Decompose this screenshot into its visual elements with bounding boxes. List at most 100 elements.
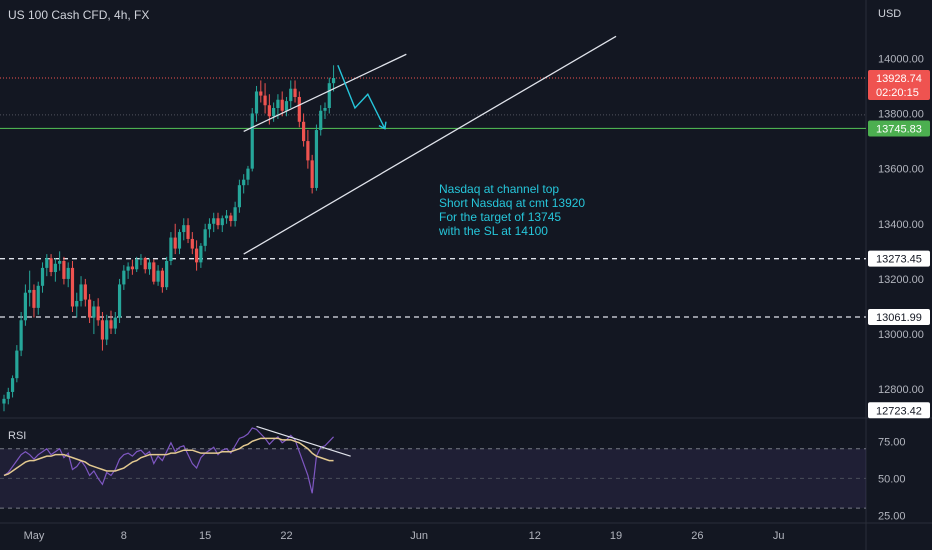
- candle: [96, 306, 100, 321]
- x-tick-label: 22: [280, 530, 292, 542]
- candle: [113, 317, 117, 329]
- x-tick-label: 8: [121, 530, 127, 542]
- candle: [135, 259, 139, 270]
- candle: [2, 398, 6, 404]
- x-tick-label: 26: [691, 530, 703, 542]
- annotation-line: For the target of 13745: [439, 210, 562, 224]
- price-label-box: [868, 120, 930, 137]
- price-label-box: [868, 70, 930, 101]
- candle: [53, 263, 57, 273]
- candle: [246, 168, 250, 180]
- price-label-box: [868, 250, 930, 267]
- channel-trendline: [243, 35, 617, 255]
- candle: [156, 270, 160, 282]
- candle: [130, 266, 134, 270]
- candle: [32, 289, 36, 308]
- candle: [276, 99, 280, 108]
- candle: [152, 262, 156, 282]
- candle: [122, 270, 126, 285]
- rsi-tick-label: 50.00: [878, 473, 906, 485]
- candle: [293, 88, 297, 97]
- x-tick-label: 12: [529, 530, 541, 542]
- currency-label: USD: [878, 8, 902, 20]
- candle: [319, 110, 323, 131]
- y-tick-label: 13200.00: [878, 274, 924, 286]
- candle: [310, 160, 314, 188]
- candle: [6, 391, 10, 399]
- rsi-divergence-line: [256, 425, 351, 457]
- price-label: 13061.99: [876, 312, 922, 324]
- price-label-box: [868, 402, 930, 419]
- candle: [62, 261, 66, 279]
- y-tick-label: 14000.00: [878, 53, 924, 65]
- candle: [92, 306, 96, 318]
- candle: [165, 261, 169, 288]
- price-label-box: [868, 308, 930, 325]
- y-tick-label: 13600.00: [878, 164, 924, 176]
- candle: [272, 108, 276, 117]
- candle: [173, 237, 177, 249]
- candle: [109, 320, 113, 329]
- candle: [169, 237, 173, 261]
- annotation-line: Nasdaq at channel top: [439, 182, 560, 196]
- price-label: 12723.42: [876, 405, 922, 417]
- candle: [297, 96, 301, 122]
- candle: [58, 261, 62, 264]
- candle: [224, 215, 229, 219]
- candle: [263, 95, 267, 106]
- candle: [160, 270, 164, 288]
- candle: [49, 258, 53, 273]
- candle: [212, 218, 216, 224]
- candle: [66, 267, 70, 279]
- candle: [199, 245, 203, 263]
- x-tick-label: 15: [199, 530, 211, 542]
- candle: [267, 105, 271, 117]
- candle: [327, 83, 331, 108]
- x-tick-label: May: [24, 530, 45, 542]
- candle: [105, 320, 109, 340]
- candle: [203, 229, 207, 246]
- candle: [220, 218, 224, 226]
- candle: [177, 232, 182, 249]
- y-tick-label: 13400.00: [878, 219, 924, 231]
- candle: [242, 179, 246, 186]
- x-tick-label: Jun: [410, 530, 428, 542]
- trade-annotation[interactable]: Nasdaq at channel top Short Nasdaq at cm…: [439, 182, 585, 238]
- candle: [289, 88, 293, 102]
- candle: [79, 284, 83, 301]
- candle: [331, 78, 336, 84]
- candle: [117, 284, 122, 318]
- candle: [15, 350, 19, 379]
- y-tick-label: 13000.00: [878, 329, 924, 341]
- candle: [229, 215, 233, 222]
- price-label: 13928.74: [876, 73, 922, 85]
- candle: [75, 300, 79, 307]
- candle: [237, 185, 241, 208]
- x-tick-label: Ju: [773, 530, 785, 542]
- candle: [70, 267, 75, 307]
- price-label: 13745.83: [876, 123, 922, 135]
- rsi-tick-label: 25.00: [878, 511, 906, 523]
- rsi-ma-line: [3, 437, 334, 477]
- candle: [186, 225, 190, 239]
- candle: [45, 258, 49, 268]
- candle: [195, 248, 199, 263]
- rsi-tick-label: 75.00: [878, 436, 906, 448]
- candle: [306, 141, 310, 161]
- y-tick-label: 13800.00: [878, 109, 924, 121]
- candle: [100, 320, 105, 340]
- projection-path: [337, 65, 386, 129]
- projection-arrowhead: [378, 121, 387, 130]
- candle: [10, 378, 15, 392]
- candle: [314, 130, 319, 188]
- candle: [323, 108, 327, 111]
- candle: [182, 225, 186, 233]
- candle: [126, 266, 130, 271]
- candle: [207, 223, 212, 230]
- candle: [139, 258, 143, 260]
- candle: [190, 238, 194, 249]
- candle: [259, 91, 263, 96]
- candle: [83, 284, 87, 300]
